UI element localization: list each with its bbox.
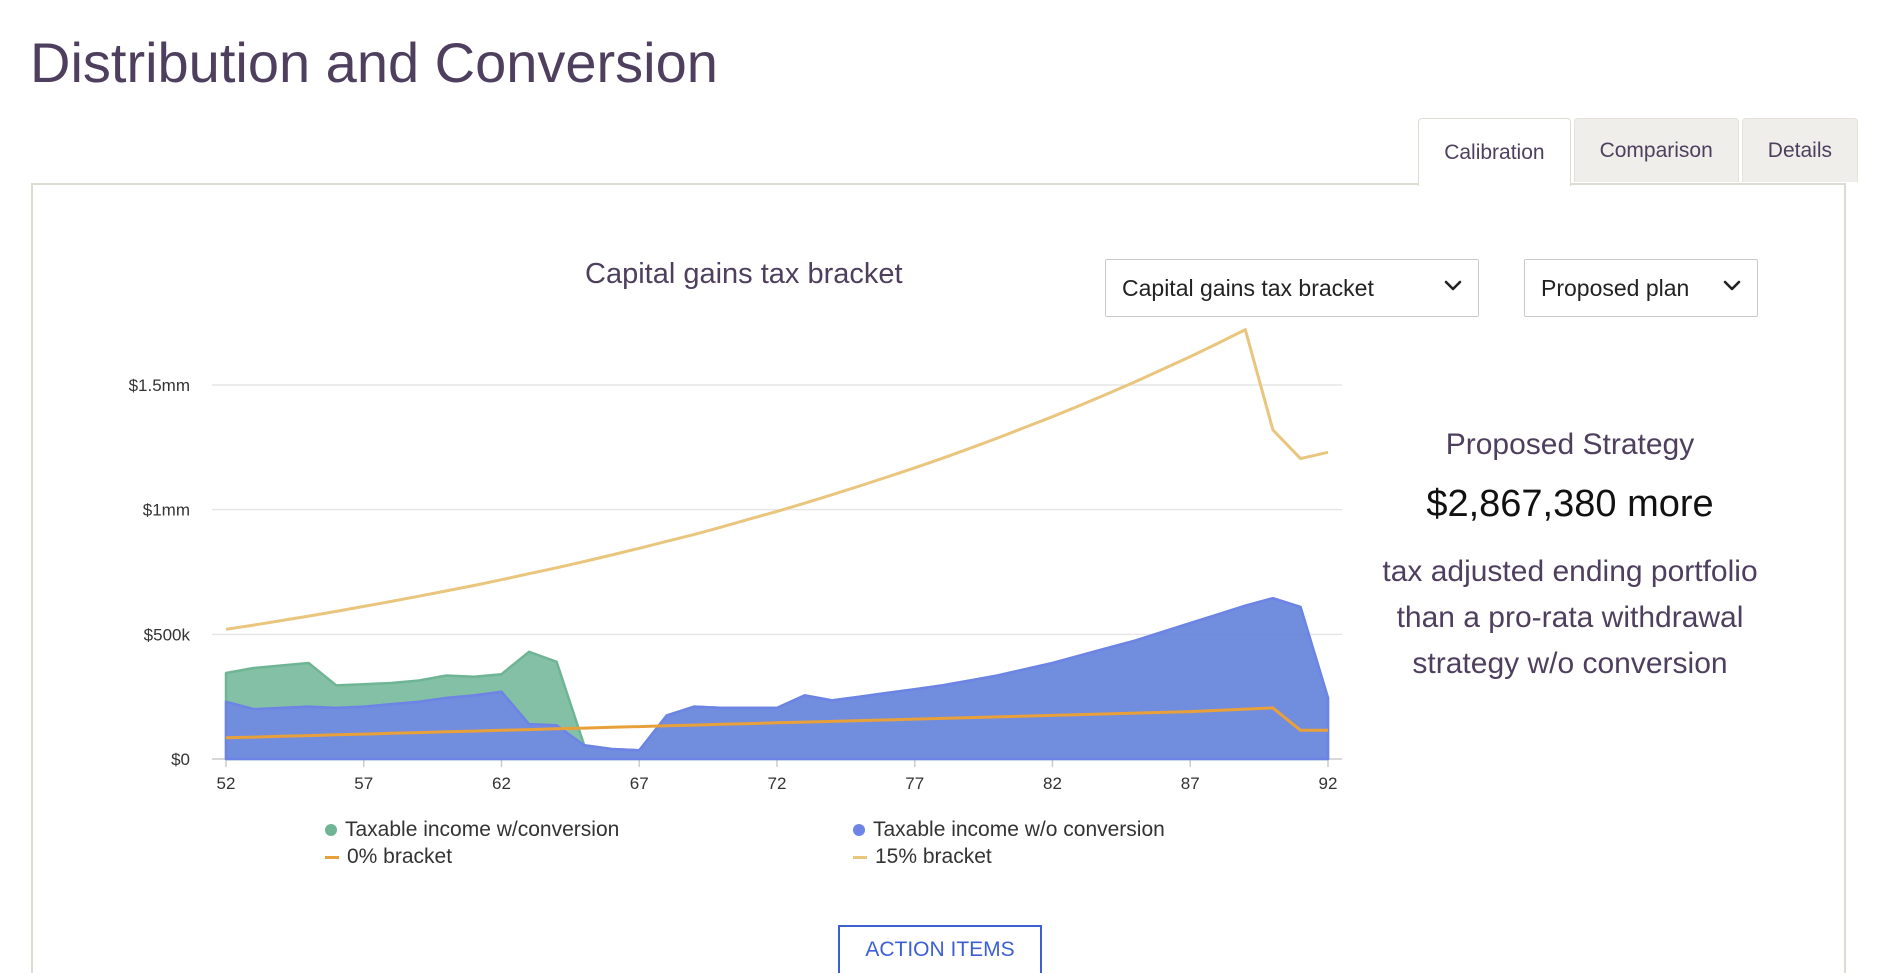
x-tick-label: 57 xyxy=(354,774,373,793)
y-tick-label: $1.5mm xyxy=(129,376,190,395)
strategy-label: Proposed Strategy xyxy=(1445,428,1695,461)
x-tick-label: 62 xyxy=(492,774,511,793)
metric-select[interactable]: Capital gains tax bracket xyxy=(1105,259,1479,317)
x-tick-label: 52 xyxy=(217,774,236,793)
y-tick-label: $1mm xyxy=(143,501,190,520)
x-tick-label: 72 xyxy=(768,774,787,793)
strategy-description: tax adjusted ending portfolio than a pro… xyxy=(1382,555,1758,680)
legend-item-without-conversion[interactable]: Taxable income w/o conversion xyxy=(853,818,1165,842)
tab-details[interactable]: Details xyxy=(1741,118,1858,182)
x-tick-label: 87 xyxy=(1181,774,1200,793)
y-tick-label: $500k xyxy=(144,625,191,644)
chevron-down-icon xyxy=(1444,280,1462,291)
legend-label: Taxable income w/conversion xyxy=(345,818,620,841)
legend-label: 15% bracket xyxy=(875,845,992,868)
x-tick-label: 67 xyxy=(630,774,649,793)
metric-select-value: Capital gains tax bracket xyxy=(1122,274,1374,301)
legend-item-with-conversion[interactable]: Taxable income w/conversion xyxy=(325,818,619,842)
tab-comparison[interactable]: Comparison xyxy=(1573,118,1739,182)
x-tick-label: 92 xyxy=(1319,774,1338,793)
x-tick-label: 82 xyxy=(1043,774,1062,793)
legend-swatch xyxy=(853,855,867,859)
chart-title: Capital gains tax bracket xyxy=(585,258,903,290)
legend-item-bracket-15[interactable]: 15% bracket xyxy=(853,845,992,869)
legend-swatch xyxy=(853,824,865,836)
series-area-without-conversion xyxy=(224,596,1330,761)
series-line-bracket-15 xyxy=(225,328,1329,631)
legend-swatch xyxy=(325,824,337,836)
y-tick-label: $0 xyxy=(171,750,190,769)
tab-bar: Calibration Comparison Details xyxy=(1418,118,1858,186)
legend-swatch xyxy=(325,855,339,859)
action-items-button[interactable]: ACTION ITEMS xyxy=(838,925,1042,973)
chevron-down-icon xyxy=(1723,280,1741,291)
strategy-amount: $2,867,380 more xyxy=(1426,483,1714,525)
plan-select-value: Proposed plan xyxy=(1541,274,1690,301)
legend-item-bracket-0[interactable]: 0% bracket xyxy=(325,845,452,869)
legend-label: Taxable income w/o conversion xyxy=(873,818,1165,841)
legend-label: 0% bracket xyxy=(347,845,453,868)
x-tick-label: 77 xyxy=(905,774,924,793)
tab-calibration[interactable]: Calibration xyxy=(1418,118,1571,186)
page-title: Distribution and Conversion xyxy=(30,31,718,94)
plan-select[interactable]: Proposed plan xyxy=(1524,259,1758,317)
series-line-bracket-0 xyxy=(225,706,1328,740)
